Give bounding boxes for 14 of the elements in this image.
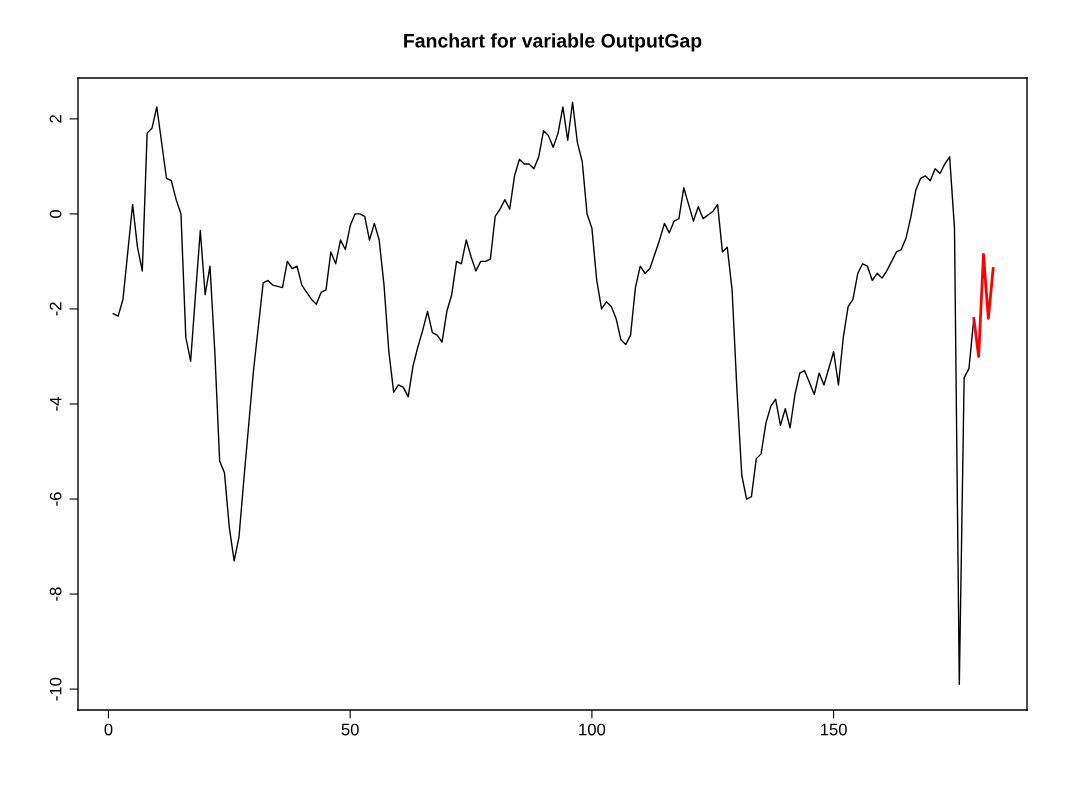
x-tick-label: 50 — [341, 723, 359, 736]
y-tick-label: -10 — [49, 677, 62, 701]
x-tick-label: 0 — [104, 723, 113, 736]
line-series — [112, 101, 975, 686]
x-tick-label: 150 — [820, 723, 847, 736]
y-tick-label: -4 — [49, 397, 62, 411]
y-tick-label: -8 — [49, 587, 62, 601]
y-tick-label: -6 — [49, 492, 62, 506]
chart-title: Fanchart for variable OutputGap — [404, 33, 702, 52]
y-tick-label: -2 — [49, 302, 62, 316]
x-tick-label: 100 — [579, 723, 606, 736]
y-tick-label: 0 — [49, 209, 62, 218]
y-tick-label: 2 — [49, 115, 62, 123]
line-series — [972, 252, 995, 358]
